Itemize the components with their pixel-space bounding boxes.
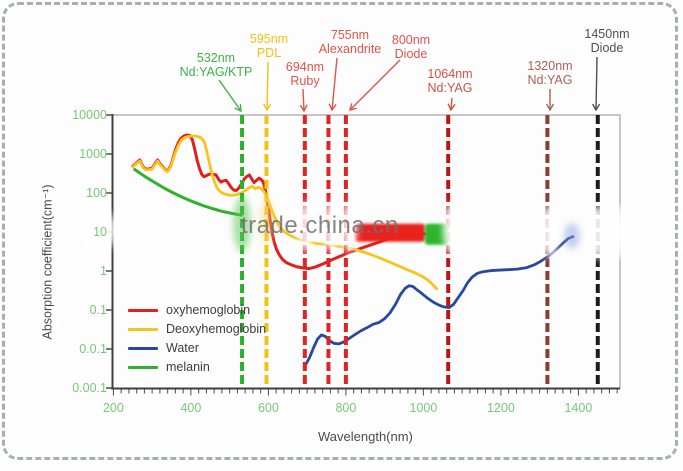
laser-label-line: 1450nm xyxy=(584,27,630,41)
legend-swatch xyxy=(128,347,158,350)
laser-label-755nm: 755nm Alexandrite xyxy=(290,28,410,56)
y-tick-label: 0.00.1 xyxy=(72,381,107,395)
y-tick-label: 1000 xyxy=(79,147,107,161)
laser-label-line: 595nm xyxy=(249,32,289,46)
blur-blob xyxy=(260,198,274,244)
melanin-thick-band xyxy=(424,223,449,245)
laser-label-line: 800nm xyxy=(391,33,431,47)
laser-label-800nm: 800nm Diode xyxy=(351,33,471,61)
blur-blob xyxy=(298,202,314,252)
arrowhead-1064nm xyxy=(447,103,456,112)
x-tick-label: 200 xyxy=(102,401,124,415)
curve-melanin xyxy=(133,168,243,217)
curve-oxyhemoglobin xyxy=(131,133,427,271)
laser-label-line: 755nm xyxy=(330,28,370,42)
y-tick-label: 1 xyxy=(100,264,107,278)
laser-label-line: Diode xyxy=(590,41,624,55)
arrow-595nm xyxy=(266,61,269,111)
y-tick-label: 10 xyxy=(93,225,107,239)
legend-swatch xyxy=(128,309,158,312)
y-tick-label: 0.1 xyxy=(89,303,107,317)
arrow-755nm xyxy=(331,57,338,111)
arrowhead-532nm xyxy=(234,104,242,113)
blur-blob xyxy=(587,205,607,259)
arrowhead-755nm xyxy=(328,103,337,112)
blur-blob xyxy=(323,202,339,252)
arrow-532nm xyxy=(218,79,242,112)
laser-label-line: Ruby xyxy=(290,74,320,88)
y-tick-label: 10000 xyxy=(72,108,107,122)
blur-blob xyxy=(30,208,52,256)
arrow-694nm xyxy=(302,88,305,112)
legend-label: oxyhemoglobin xyxy=(166,303,251,317)
y-axis-title: Absorption coefficient(cm⁻¹) xyxy=(40,184,55,340)
blur-blob xyxy=(115,210,131,254)
blur-blob xyxy=(233,196,251,252)
laser-label-line: 1064nm xyxy=(427,67,473,81)
laser-label-line: 694nm xyxy=(285,60,325,74)
y-tick-label: 0.0.1 xyxy=(79,342,107,356)
arrowhead-1320nm xyxy=(545,103,555,112)
blur-blob xyxy=(443,203,461,255)
curve-Water xyxy=(303,235,575,367)
blur-blob xyxy=(564,223,580,249)
laser-label-532nm: 532nm Nd:YAG/KTP xyxy=(156,51,276,79)
legend-item-oxyhemoglobin: oxyhemoglobin xyxy=(128,301,266,320)
legend-label: Water xyxy=(166,341,199,355)
laser-label-line: PDL xyxy=(256,46,282,60)
watermark-text: trade.china.cn xyxy=(241,212,399,239)
laser-label-line: Diode xyxy=(394,47,428,61)
legend-item-water: Water xyxy=(128,339,266,358)
laser-label-line: Nd:YAG xyxy=(427,81,473,95)
legend-item-melanin: melanin xyxy=(128,358,266,377)
highlight-bands xyxy=(354,223,449,245)
x-tick-label: 800 xyxy=(335,401,357,415)
legend-swatch xyxy=(128,328,158,331)
blur-blob xyxy=(32,293,58,333)
blur-blob xyxy=(85,208,115,252)
blur-blob xyxy=(666,206,680,258)
blur-blob xyxy=(612,206,628,258)
laser-label-line: Alexandrite xyxy=(318,42,382,56)
y-tick-label: 100 xyxy=(86,186,107,200)
laser-lines xyxy=(240,115,600,388)
laser-label-1064nm: 1064nm Nd:YAG xyxy=(390,67,510,95)
x-tick-label: 1400 xyxy=(564,401,593,415)
laser-label-line: Nd:YAG xyxy=(527,73,573,87)
legend-label: Deoxyhemoglobin xyxy=(166,322,267,336)
arrowhead-800nm xyxy=(349,103,357,111)
laser-label-line: Nd:YAG/KTP xyxy=(179,65,253,79)
arrowhead-1450nm xyxy=(592,103,601,112)
blur-blob xyxy=(341,202,357,252)
arrowhead-694nm xyxy=(299,104,308,113)
laser-arrows xyxy=(218,56,601,113)
legend: oxyhemoglobin Deoxyhemoglobin Water melanin xyxy=(128,301,266,377)
legend-item-deoxyhemoglobin: Deoxyhemoglobin xyxy=(128,320,266,339)
arrowhead-595nm xyxy=(263,103,272,112)
x-axis-title: Wavelength(nm) xyxy=(318,429,413,444)
laser-label-1450nm: 1450nm Diode xyxy=(547,27,667,55)
blur-blob xyxy=(541,205,559,257)
arrow-1064nm xyxy=(450,97,453,111)
arrow-800nm xyxy=(349,59,401,111)
laser-label-595nm: 595nm PDL xyxy=(209,32,329,60)
laser-label-694nm: 694nm Ruby xyxy=(245,60,365,88)
x-tick-label: 400 xyxy=(180,401,202,415)
x-tick-label: 1000 xyxy=(409,401,438,415)
watermark-blur-blobs xyxy=(30,196,680,333)
x-tick-label: 1200 xyxy=(486,401,515,415)
arrow-1450nm xyxy=(595,56,598,111)
x-tick-label: 600 xyxy=(257,401,279,415)
legend-label: melanin xyxy=(166,360,210,374)
laser-label-line: 532nm xyxy=(196,51,236,65)
oxyhemoglobin-thick-band xyxy=(354,223,425,242)
laser-label-line: 1320nm xyxy=(527,59,573,73)
legend-swatch xyxy=(128,366,158,369)
laser-label-1320nm: 1320nm Nd:YAG xyxy=(490,59,610,87)
